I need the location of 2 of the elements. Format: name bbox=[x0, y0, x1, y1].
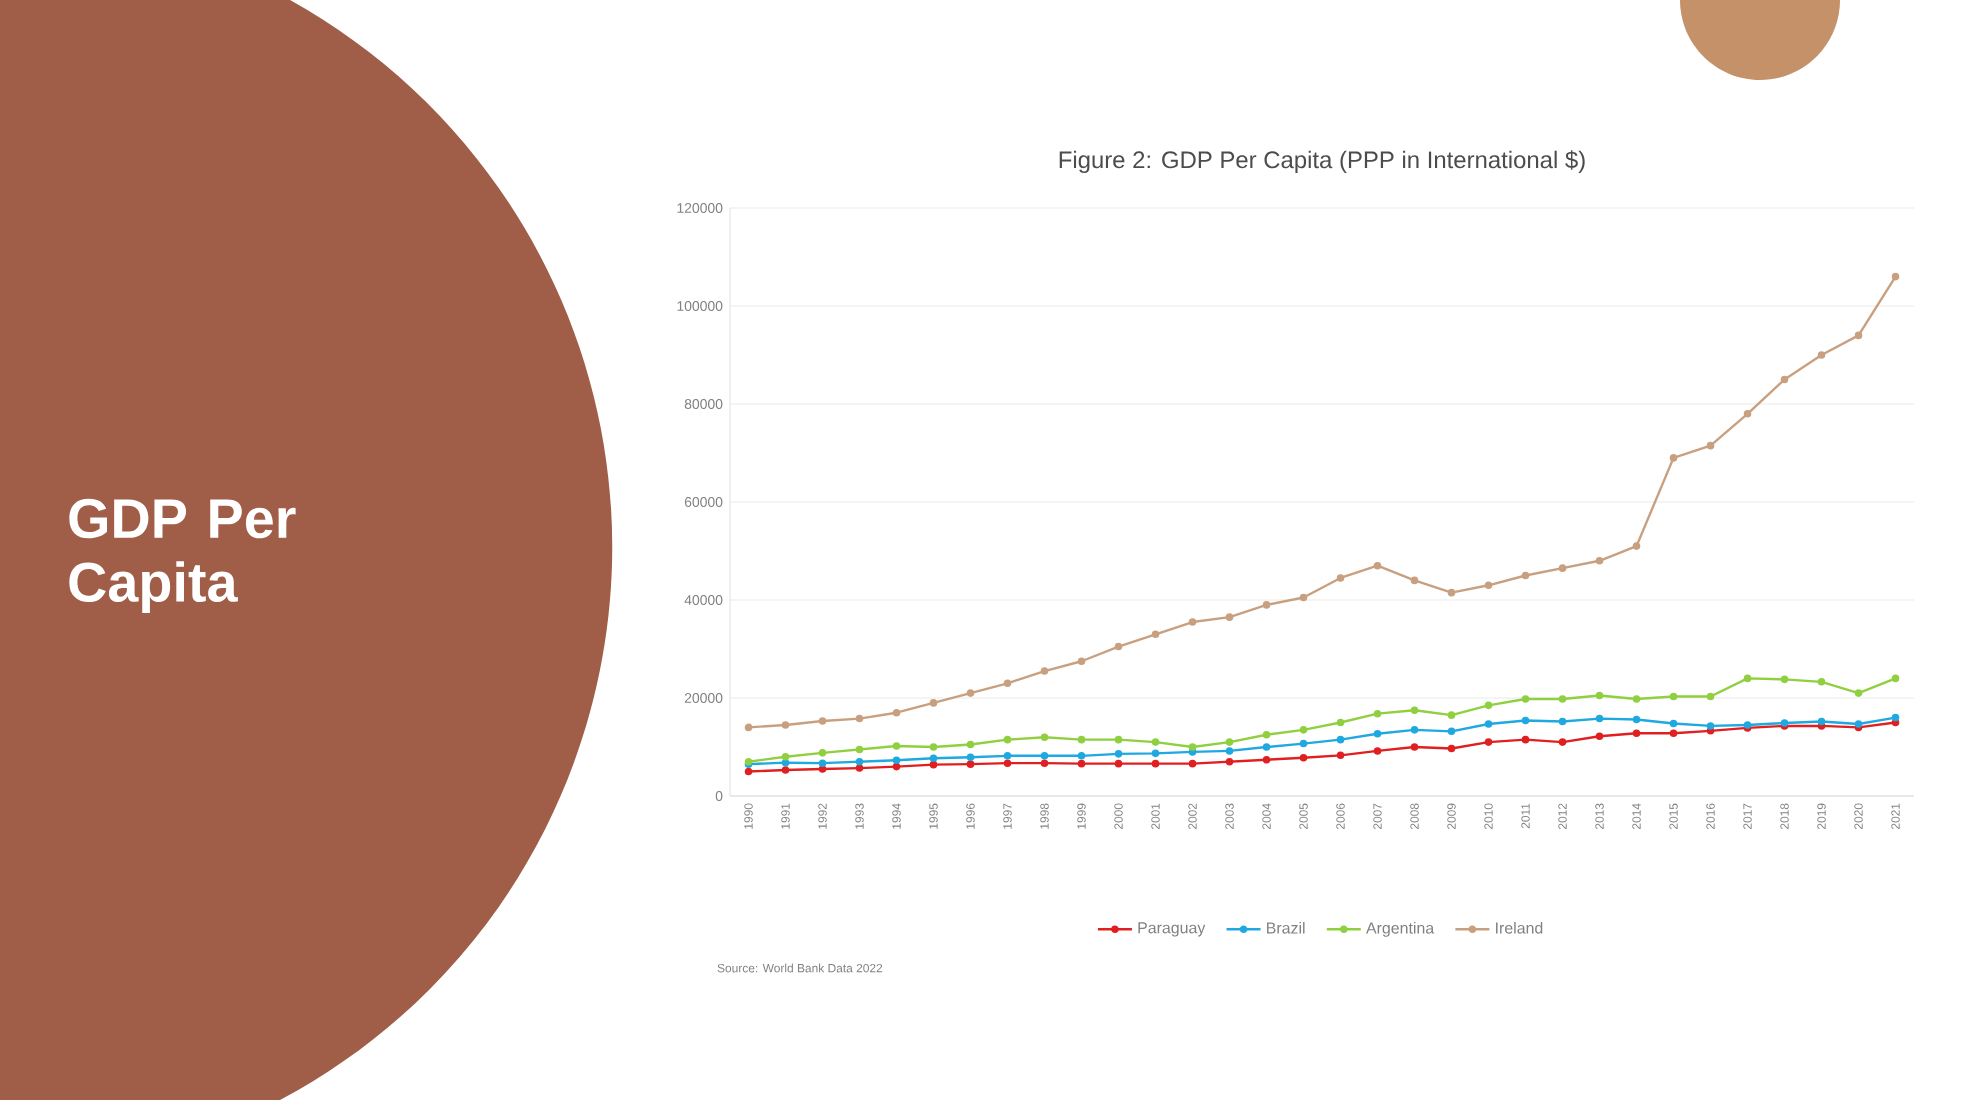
text: GDP Per Capita bbox=[69, 498, 296, 614]
chart-subtitle: Figure 2: GDP Per Capita (PPP in International $) bbox=[1059, 150, 1585, 173]
